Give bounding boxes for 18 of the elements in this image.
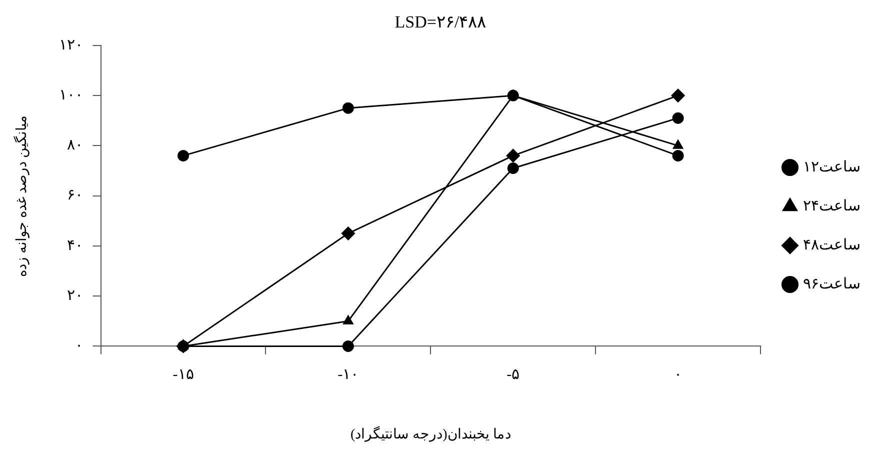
- x-tick-label: -۱۵: [172, 367, 194, 384]
- y-tick-label: ۱۲۰: [58, 37, 83, 54]
- y-tick-label: ۸۰: [66, 138, 83, 154]
- y-tick-label: ۲۰: [66, 288, 83, 304]
- legend-label: ۹۶ساعت: [803, 276, 861, 292]
- y-tick-label: ۰: [74, 338, 83, 354]
- legend-label: ۴۸ساعت: [803, 237, 861, 254]
- y-tick-label: ۱۰۰: [58, 87, 83, 104]
- x-tick-label: ۰: [674, 367, 682, 384]
- x-tick-label: -۱۰: [338, 367, 359, 384]
- legend-label: ۲۴ساعت: [803, 198, 861, 214]
- y-axis-title: میانگین درصد غده جوانه زده: [13, 114, 30, 277]
- y-tick-label: ۴۰: [66, 238, 83, 254]
- chart-title: LSD=۲۶/۴۸۸: [394, 12, 486, 32]
- x-tick-label: -۵: [506, 367, 520, 384]
- legend-label: ۱۲ساعت: [803, 159, 861, 176]
- y-tick-label: ۶۰: [66, 188, 83, 204]
- x-axis-title: دما یخبندان(درجه سانتیگراد): [350, 425, 511, 442]
